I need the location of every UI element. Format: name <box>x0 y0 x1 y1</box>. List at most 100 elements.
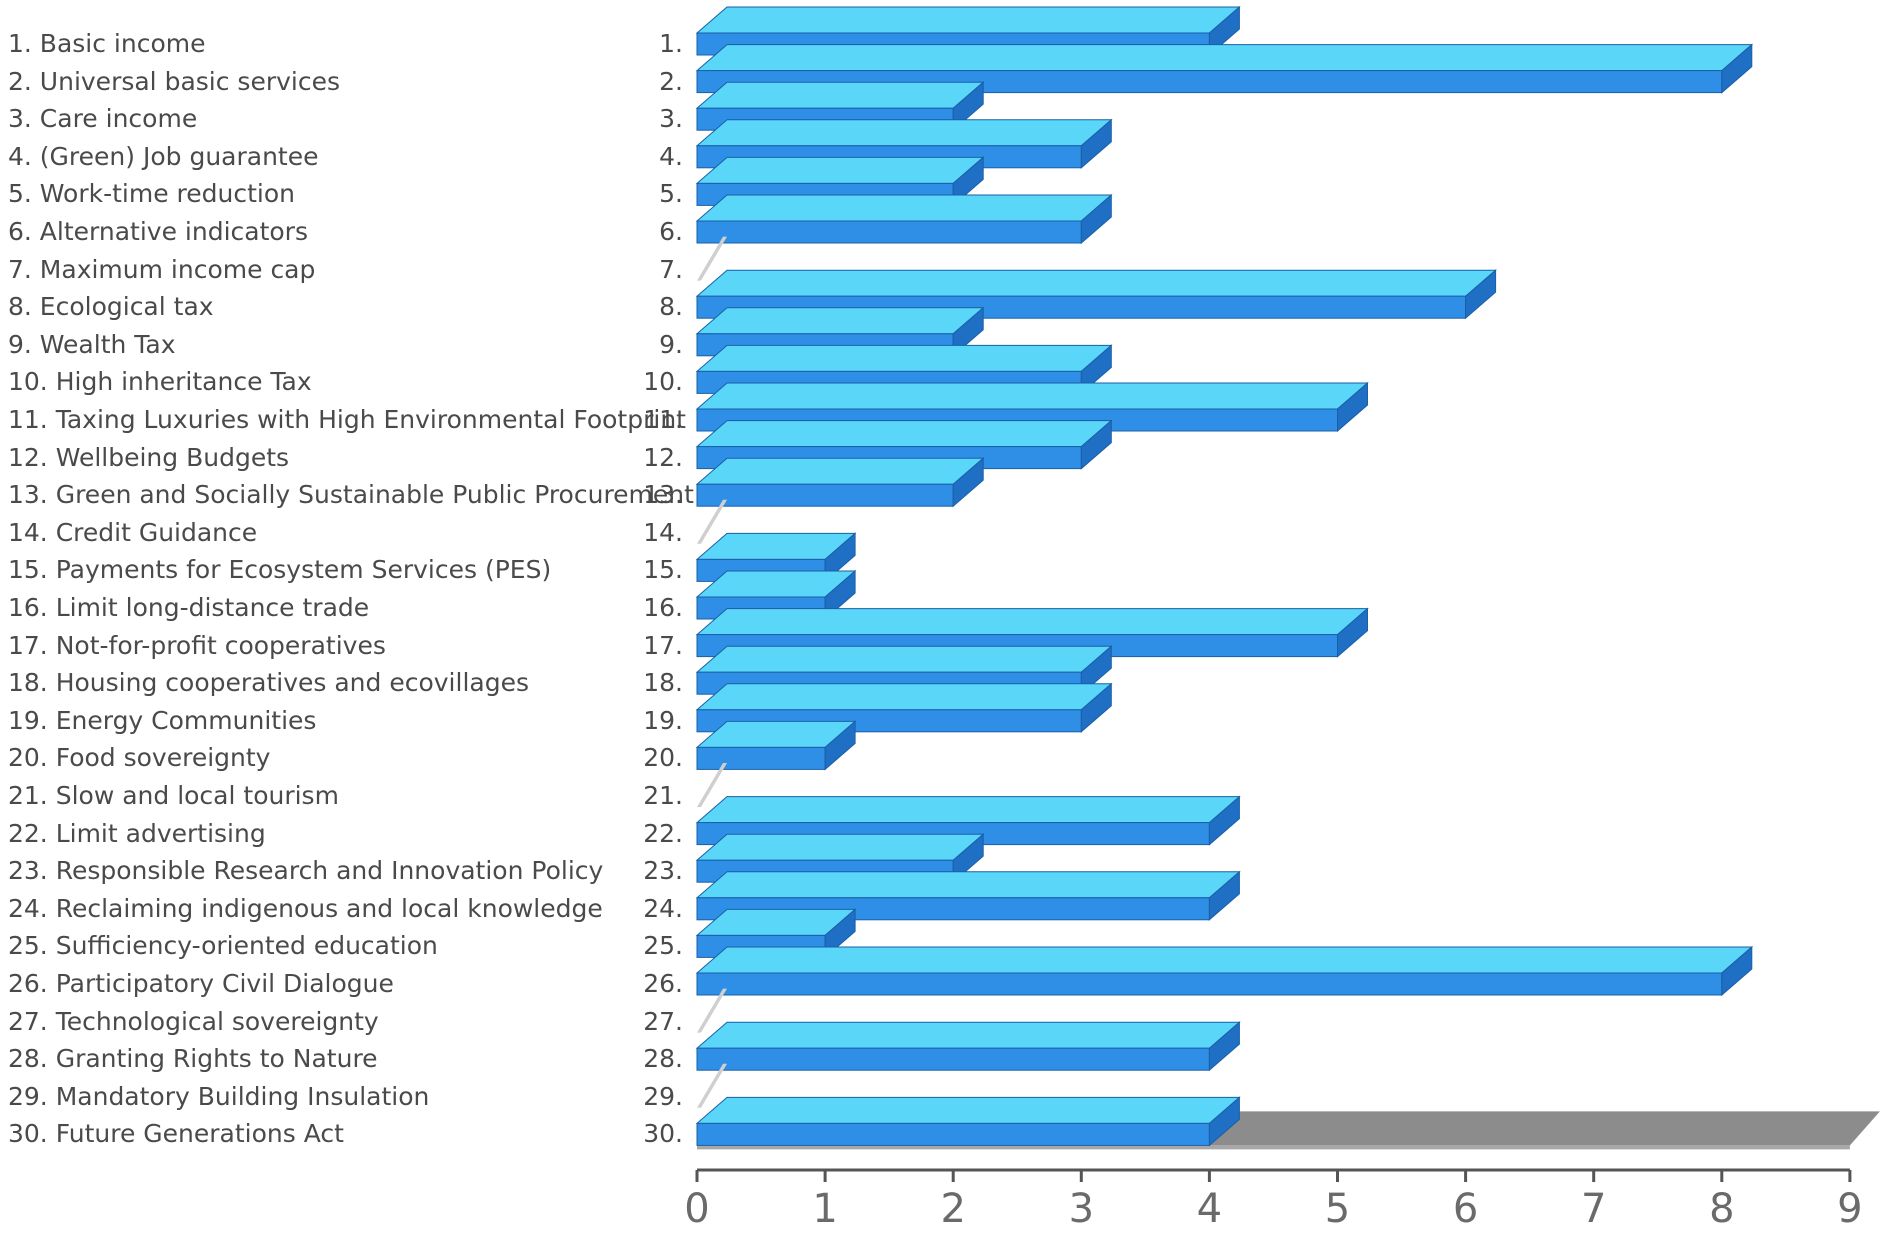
bar-zero-stub <box>697 499 727 544</box>
legend-entry: 25. Sufficiency-oriented education <box>8 931 438 961</box>
category-number: 12. <box>643 442 683 472</box>
bar-side-face <box>1208 1021 1240 1072</box>
bar-top-face <box>695 156 985 184</box>
bar-zero-stub <box>697 988 727 1033</box>
bar-side-face <box>1721 945 1753 997</box>
x-tick-label: 5 <box>1325 1186 1350 1232</box>
bar <box>695 870 1241 921</box>
bar-top-face <box>695 871 1241 899</box>
bar-front-face <box>696 972 1723 996</box>
category-number: 1. <box>659 29 683 58</box>
bar <box>697 763 727 807</box>
bar <box>695 1021 1241 1072</box>
bar-side-face <box>1080 118 1112 169</box>
legend-entry: 6. Alternative indicators <box>8 217 308 246</box>
category-number: 10. <box>643 367 683 397</box>
category-number: 9. <box>659 329 683 359</box>
bar <box>697 236 727 281</box>
bar <box>697 499 727 544</box>
category-number: 11. <box>643 405 683 434</box>
bar-top-face <box>695 6 1241 34</box>
bar-top-face <box>695 81 985 109</box>
bar-top-face <box>695 796 1241 824</box>
category-number: 21. <box>643 781 683 810</box>
legend-entry: 14. Credit Guidance <box>8 517 258 547</box>
bar-front-face <box>696 746 826 770</box>
bar-front-face <box>696 1122 1210 1146</box>
category-number: 19. <box>643 705 683 735</box>
bar <box>695 945 1754 997</box>
bar-top-face <box>695 420 1113 448</box>
legend-entry: 22. Limit advertising <box>8 818 266 848</box>
bar-top-face <box>695 1021 1241 1049</box>
category-number: 5. <box>659 179 683 209</box>
legend-entry: 11. Taxing Luxuries with High Environmen… <box>8 405 686 434</box>
legend-entry: 28. Granting Rights to Nature <box>8 1044 378 1074</box>
x-axis: 0 1 2 3 4 5 6 7 8 9 <box>684 1168 1863 1232</box>
category-number: 17. <box>643 630 683 660</box>
bar-side-face <box>1721 43 1753 94</box>
legend-entry: 16. Limit long-distance trade <box>8 593 370 622</box>
bar-front-face <box>696 483 954 507</box>
bar-side-face <box>824 720 856 771</box>
legend-entry: 5. Work-time reduction <box>8 179 296 209</box>
legend-entry: 24. Reclaiming indigenous and local know… <box>8 893 603 923</box>
bar-top-face <box>695 269 1497 297</box>
legend-entry: 15. Payments for Ecosystem Services (PES… <box>8 555 552 585</box>
category-number: 3. <box>659 104 683 134</box>
x-tick-label: 0 <box>684 1186 709 1232</box>
legend-entry: 9. Wealth Tax <box>8 329 176 359</box>
bar <box>695 607 1369 658</box>
legend-entry: 8. Ecological tax <box>8 292 214 322</box>
x-tick-label: 8 <box>1709 1186 1734 1232</box>
bar-side-face <box>1080 682 1112 733</box>
category-number: 27. <box>643 1006 683 1036</box>
category-number: 26. <box>643 969 683 998</box>
category-number: 29. <box>643 1081 683 1111</box>
legend-entry: 29. Mandatory Building Insulation <box>8 1081 430 1111</box>
bar <box>695 908 857 959</box>
legend-entry: 23. Responsible Research and Innovation … <box>8 856 604 886</box>
bar-top-face <box>695 683 1113 711</box>
legend-entry: 13. Green and Socially Sustainable Publi… <box>8 480 694 510</box>
legend-entry: 19. Energy Communities <box>8 705 317 735</box>
bar <box>695 720 857 771</box>
bar-side-face <box>1080 193 1112 245</box>
category-number: 4. <box>659 141 683 171</box>
bar-top-face <box>695 833 985 861</box>
bar <box>697 1063 727 1108</box>
bar-front-face <box>696 220 1082 244</box>
bar-side-face <box>1337 607 1368 658</box>
bar-zero-stub <box>697 236 727 281</box>
bar <box>695 5 1241 57</box>
x-tick-label: 1 <box>812 1186 837 1232</box>
legend-entry: 20. Food sovereignty <box>8 743 271 773</box>
bar <box>695 193 1113 245</box>
legend-entry: 26. Participatory Civil Dialogue <box>8 969 394 998</box>
category-number: 15. <box>643 555 683 585</box>
category-number: 20. <box>643 743 683 773</box>
category-number: 8. <box>659 292 683 322</box>
bar-top-face <box>695 382 1369 410</box>
bar-side-face <box>1465 269 1497 320</box>
bar-top-face <box>695 119 1113 147</box>
bar-top-face <box>695 1096 1241 1124</box>
bar-top-face <box>695 44 1754 72</box>
legend-entry: 21. Slow and local tourism <box>8 781 339 810</box>
bar <box>697 988 727 1033</box>
bar-side-face <box>1208 870 1240 921</box>
category-number: 2. <box>659 66 683 96</box>
category-number: 22. <box>643 818 683 848</box>
bar-zero-stub <box>697 1063 727 1108</box>
x-tick-label: 2 <box>940 1186 965 1232</box>
category-number: 25. <box>643 931 683 961</box>
category-number: 18. <box>643 668 683 698</box>
x-tick-label: 4 <box>1197 1186 1222 1232</box>
bar-top-face <box>695 194 1113 222</box>
category-number: 16. <box>643 593 683 622</box>
bar-side-face <box>1080 419 1112 470</box>
category-number: 30. <box>643 1119 683 1149</box>
legend-entry: 27. Technological sovereignty <box>8 1006 379 1036</box>
bars <box>695 5 1754 1147</box>
